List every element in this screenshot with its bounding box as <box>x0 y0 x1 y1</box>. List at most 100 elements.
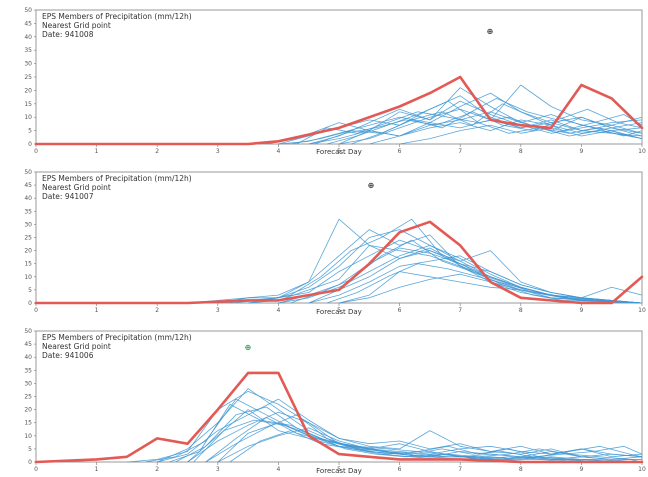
ensemble-member-line <box>175 406 642 463</box>
x-tick-label: 3 <box>216 466 220 473</box>
ensemble-member-line <box>338 271 643 304</box>
x-tick-label: 4 <box>276 307 280 314</box>
x-tick-label: 9 <box>579 148 583 155</box>
x-tick-label: 10 <box>638 148 646 155</box>
x-tick-label: 8 <box>519 307 523 314</box>
y-tick-label: 25 <box>24 74 32 81</box>
panel-header-line: Nearest Grid point <box>42 21 111 30</box>
panel-header-line: Date: 941007 <box>42 192 94 201</box>
x-tick-label: 10 <box>638 307 646 314</box>
plot-frame <box>35 330 643 463</box>
y-tick-label: 0 <box>28 459 32 466</box>
y-tick-label: 40 <box>24 354 32 361</box>
y-tick-label: 30 <box>24 61 32 68</box>
panel-header-line: Date: 941008 <box>42 30 94 39</box>
ensemble-member-line <box>187 409 643 463</box>
x-tick-label: 3 <box>216 148 220 155</box>
location-marker-icon: ⊕ <box>245 343 252 352</box>
y-tick-label: 30 <box>24 221 32 228</box>
x-tick-label: 1 <box>95 466 99 473</box>
x-tick-label: 2 <box>155 466 159 473</box>
ensemble-member-line <box>369 119 643 145</box>
ensemble-member-line <box>157 398 643 463</box>
x-tick-label: 6 <box>398 148 402 155</box>
y-tick-label: 40 <box>24 195 32 202</box>
ensemble-member-line <box>350 111 643 145</box>
y-tick-label: 35 <box>24 47 32 54</box>
panel-header-line: EPS Members of Precipitation (mm/12h) <box>42 12 192 21</box>
ensemble-member-line <box>308 84 643 145</box>
ensemble-member-line <box>217 229 643 304</box>
x-tick-label: 6 <box>398 466 402 473</box>
x-tick-label: 8 <box>519 148 523 155</box>
x-tick-label: 3 <box>216 307 220 314</box>
ensemble-member-line <box>308 255 643 304</box>
y-tick-label: 50 <box>24 169 32 176</box>
observed-precip-line <box>34 371 644 464</box>
x-tick-label: 9 <box>579 466 583 473</box>
ensemble-member-line <box>266 100 643 145</box>
y-tick-label: 5 <box>28 128 32 135</box>
y-tick-label: 20 <box>24 87 32 94</box>
x-tick-label: 4 <box>276 148 280 155</box>
plot-frame <box>35 171 643 304</box>
ensemble-member-line <box>290 239 643 304</box>
y-tick-label: 15 <box>24 420 32 427</box>
x-tick-label: 1 <box>95 307 99 314</box>
x-tick-label: 2 <box>155 148 159 155</box>
x-axis-label: Forecast Day <box>316 467 362 475</box>
x-tick-label: 9 <box>579 307 583 314</box>
x-tick-label: 0 <box>34 148 38 155</box>
x-tick-label: 5 <box>337 148 341 155</box>
ensemble-member-line <box>338 111 643 145</box>
x-tick-label: 5 <box>337 466 341 473</box>
ensemble-member-line <box>399 124 643 145</box>
y-tick-label: 20 <box>24 248 32 255</box>
y-tick-label: 50 <box>24 328 32 335</box>
x-tick-label: 4 <box>276 466 280 473</box>
ensemble-member-line <box>229 218 643 304</box>
y-tick-label: 35 <box>24 208 32 215</box>
y-tick-label: 0 <box>28 300 32 307</box>
x-axis-label: Forecast Day <box>316 308 362 316</box>
location-marker-icon: ⊕ <box>368 181 375 190</box>
x-tick-label: 0 <box>34 307 38 314</box>
location-marker-icon: ⊕ <box>487 27 494 36</box>
x-tick-label: 2 <box>155 307 159 314</box>
y-tick-label: 10 <box>24 433 32 440</box>
x-tick-label: 7 <box>458 148 462 155</box>
observed-precip-line <box>34 75 644 146</box>
y-tick-label: 15 <box>24 261 32 268</box>
x-tick-label: 1 <box>95 148 99 155</box>
y-tick-label: 25 <box>24 394 32 401</box>
y-tick-label: 40 <box>24 34 32 41</box>
x-tick-label: 6 <box>398 307 402 314</box>
x-tick-label: 5 <box>337 307 341 314</box>
panel-header-line: EPS Members of Precipitation (mm/12h) <box>42 174 192 183</box>
panel-header-line: Date: 941006 <box>42 351 94 360</box>
y-tick-label: 5 <box>28 446 32 453</box>
x-axis-label: Forecast Day <box>316 148 362 156</box>
y-tick-label: 45 <box>24 341 32 348</box>
y-tick-label: 25 <box>24 235 32 242</box>
y-tick-label: 30 <box>24 380 32 387</box>
x-tick-label: 7 <box>458 307 462 314</box>
y-tick-label: 10 <box>24 114 32 121</box>
ensemble-member-line <box>145 398 643 463</box>
y-tick-label: 0 <box>28 141 32 148</box>
x-tick-label: 10 <box>638 466 646 473</box>
y-tick-label: 15 <box>24 101 32 108</box>
ensemble-member-line <box>169 403 643 463</box>
panel-header-line: EPS Members of Precipitation (mm/12h) <box>42 333 192 342</box>
x-tick-label: 7 <box>458 466 462 473</box>
plot-frame <box>35 9 643 145</box>
y-tick-label: 45 <box>24 182 32 189</box>
y-tick-label: 35 <box>24 367 32 374</box>
x-tick-label: 8 <box>519 466 523 473</box>
y-tick-label: 50 <box>24 7 32 14</box>
panel-header-line: Nearest Grid point <box>42 183 111 192</box>
